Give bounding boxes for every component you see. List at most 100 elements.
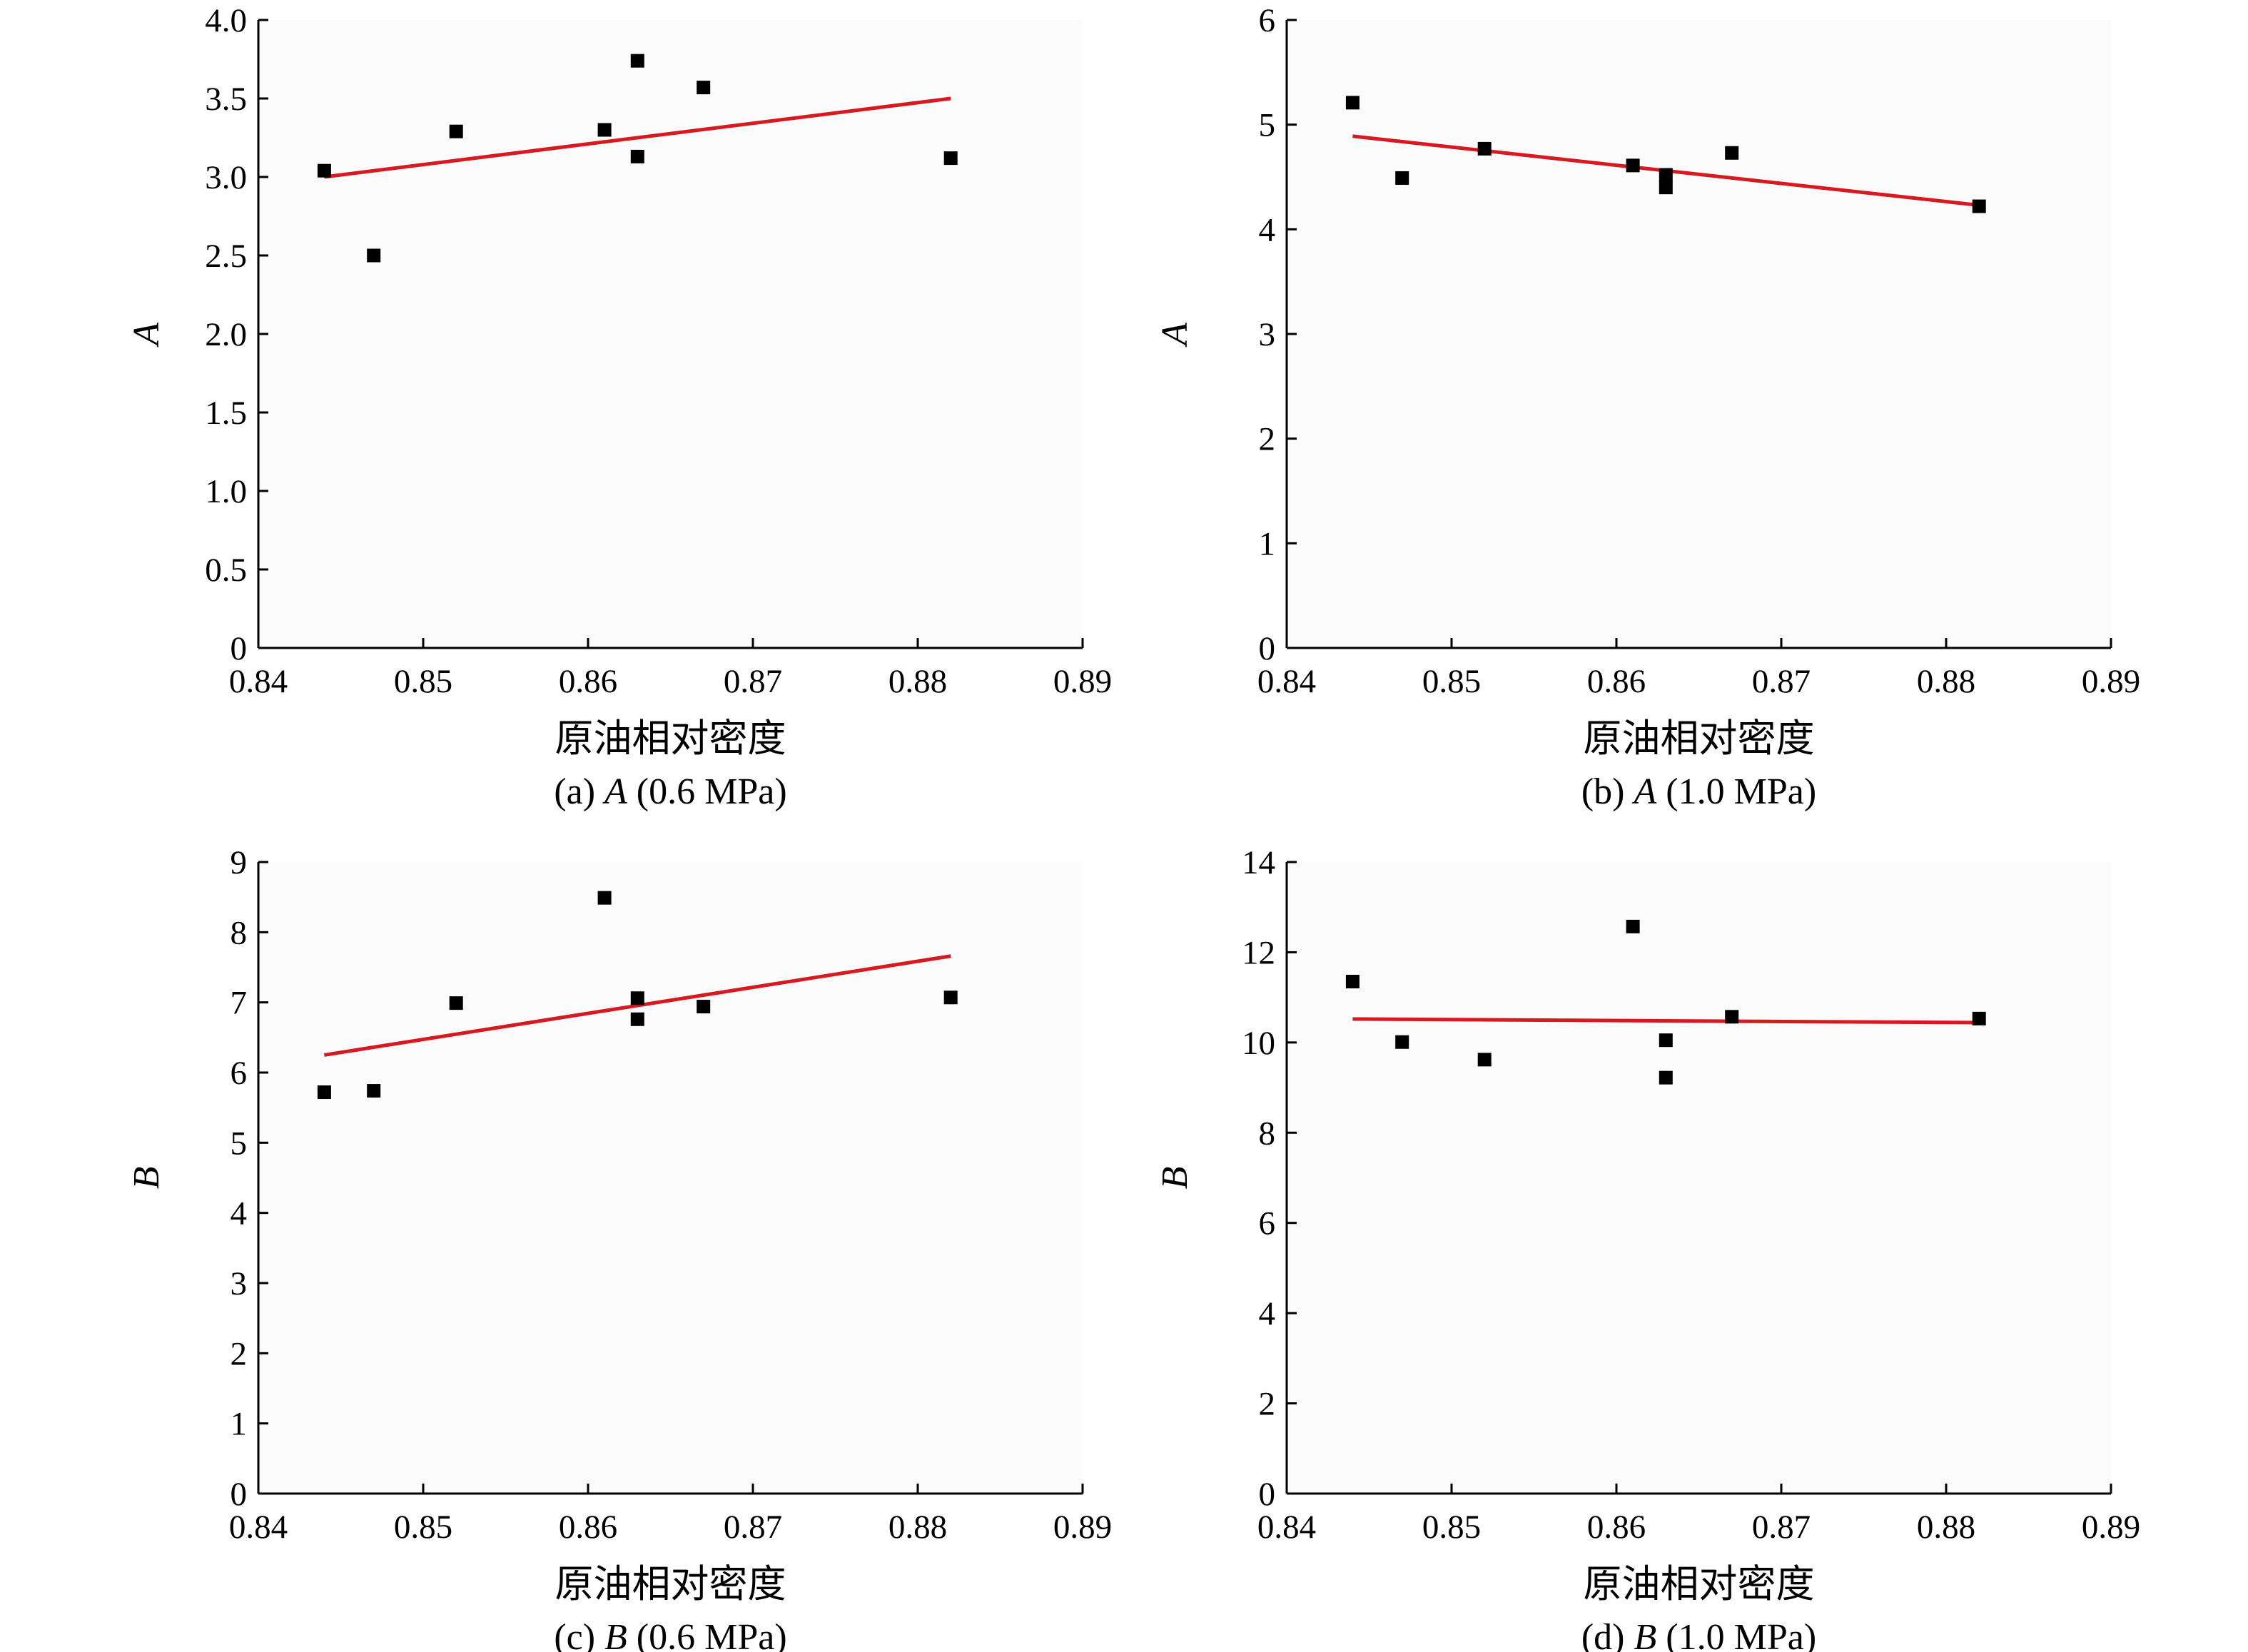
x-tick-label: 0.88 — [1917, 1509, 1975, 1546]
data-point — [317, 1085, 331, 1100]
data-point — [449, 124, 463, 138]
caption-suffix: (1.0 MPa) — [1656, 771, 1816, 812]
y-axis-title: A — [1155, 323, 1195, 348]
data-point — [1972, 1011, 1986, 1025]
data-point — [317, 163, 331, 178]
x-tick-label: 0.87 — [724, 1509, 782, 1546]
y-tick-label: 0 — [1259, 1476, 1276, 1513]
data-point — [1345, 975, 1360, 989]
data-point — [630, 991, 644, 1005]
x-axis-title: 原油相对密度 — [1584, 716, 1815, 761]
y-axis-title: B — [1155, 1167, 1195, 1190]
data-point — [1659, 181, 1673, 195]
data-point — [630, 149, 644, 163]
panel-d: 0.84 0.85 0.86 0.87 0.88 0.89 0 2 4 6 8 10 12 14 B 原油相对… — [1155, 844, 2140, 1652]
plot-area — [258, 862, 1083, 1494]
caption-prefix: (b) — [1581, 771, 1634, 812]
y-tick-label: 10 — [1242, 1025, 1275, 1062]
y-tick-label: 0 — [231, 630, 248, 667]
y-tick-label: 3 — [1259, 316, 1276, 353]
y-tick-label: 2 — [231, 1335, 248, 1372]
y-tick-label: 5 — [1259, 107, 1276, 144]
x-tick-label: 0.88 — [888, 1509, 947, 1546]
y-tick-label: 9 — [231, 844, 248, 881]
caption-prefix: (d) — [1581, 1617, 1634, 1652]
x-tick-label: 0.89 — [1053, 663, 1112, 700]
y-tick-label: 3.0 — [205, 159, 247, 196]
plot-area — [1287, 862, 2111, 1494]
fit-line — [324, 96, 951, 179]
y-tick-label: 1.0 — [205, 473, 247, 510]
x-tick-label: 0.89 — [2082, 663, 2140, 700]
x-axis-title: 原油相对密度 — [1584, 1561, 1815, 1606]
y-tick-label: 0 — [231, 1476, 248, 1513]
y-tick-label: 2 — [1259, 1386, 1276, 1423]
plot-area — [1287, 20, 2111, 648]
caption-prefix: (a) — [554, 771, 604, 812]
panel-b: 0.84 0.85 0.86 0.87 0.88 0.89 0 1 2 3 4 5 6 A 原油相对密度 (b… — [1155, 2, 2140, 812]
x-tick-label: 0.87 — [1752, 663, 1811, 700]
data-point — [1659, 168, 1673, 182]
y-tick-label: 2 — [1259, 421, 1276, 458]
data-point — [597, 123, 612, 137]
data-point — [1477, 141, 1492, 156]
data-point — [1395, 1035, 1409, 1049]
x-tick-label: 0.89 — [2082, 1509, 2140, 1546]
data-point — [1477, 1053, 1492, 1067]
x-axis-title: 原油相对密度 — [555, 716, 786, 761]
y-axis-title: B — [126, 1167, 167, 1190]
y-tick-label: 3 — [231, 1265, 248, 1302]
data-point — [367, 248, 381, 263]
y-tick-label: 2.5 — [205, 238, 247, 275]
caption-suffix: (1.0 MPa) — [1656, 1617, 1816, 1652]
data-point — [697, 81, 711, 95]
data-point — [630, 54, 644, 68]
y-tick-label: 1 — [1259, 525, 1276, 562]
y-tick-label: 0 — [1259, 630, 1276, 667]
x-tick-label: 0.85 — [394, 663, 452, 700]
x-tick-label: 0.86 — [559, 1509, 617, 1546]
data-point — [1972, 199, 1986, 213]
y-tick-label: 4 — [231, 1195, 248, 1232]
y-tick-label: 8 — [231, 914, 248, 951]
data-point — [1626, 919, 1640, 933]
y-tick-label: 8 — [1259, 1115, 1276, 1152]
panel-a: 0.84 0.85 0.86 0.87 0.88 0.89 0 0.5 1.0 1.5 2.0 2.5… — [126, 2, 1112, 812]
y-tick-label: 4.0 — [205, 2, 247, 39]
y-tick-label: 12 — [1242, 934, 1275, 971]
y-tick-label: 6 — [231, 1055, 248, 1092]
x-tick-label: 0.84 — [1257, 1509, 1316, 1546]
y-tick-label: 2.0 — [205, 316, 247, 353]
panel-caption: (b) A (1.0 MPa) — [1581, 771, 1816, 812]
x-tick-label: 0.89 — [1053, 1509, 1112, 1546]
data-point — [697, 1000, 711, 1014]
data-point — [1626, 158, 1640, 173]
plot-area — [258, 20, 1083, 648]
y-tick-label: 4 — [1259, 1295, 1276, 1332]
x-tick-label: 0.88 — [888, 663, 947, 700]
y-tick-label: 0.5 — [205, 552, 247, 589]
y-tick-label: 14 — [1242, 844, 1275, 881]
y-axis-title: A — [126, 323, 167, 348]
panel-caption: (c) B (0.6 MPa) — [554, 1617, 786, 1652]
panel-caption: (d) B (1.0 MPa) — [1581, 1617, 1816, 1652]
caption-suffix: (0.6 MPa) — [627, 771, 787, 812]
y-tick-label: 6 — [1259, 2, 1276, 39]
caption-prefix: (c) — [554, 1617, 604, 1652]
x-tick-label: 0.87 — [724, 663, 782, 700]
panel-c: 0.84 0.85 0.86 0.87 0.88 0.89 0 1 2 3 4 5 6 7 8 9 B 原油相对密… — [126, 844, 1112, 1652]
caption-symbol: B — [1634, 1617, 1657, 1652]
y-tick-label: 3.5 — [205, 81, 247, 118]
x-axis-title: 原油相对密度 — [555, 1561, 786, 1606]
x-tick-label: 0.85 — [394, 1509, 452, 1546]
x-tick-label: 0.87 — [1752, 1509, 1811, 1546]
data-point — [1659, 1070, 1673, 1085]
data-point — [1345, 96, 1360, 110]
fit-line — [324, 954, 951, 1057]
y-tick-label: 1 — [231, 1406, 248, 1443]
data-point — [1659, 1033, 1673, 1048]
caption-symbol: A — [602, 771, 627, 812]
y-tick-label: 6 — [1259, 1205, 1276, 1242]
x-tick-label: 0.86 — [1587, 1509, 1646, 1546]
